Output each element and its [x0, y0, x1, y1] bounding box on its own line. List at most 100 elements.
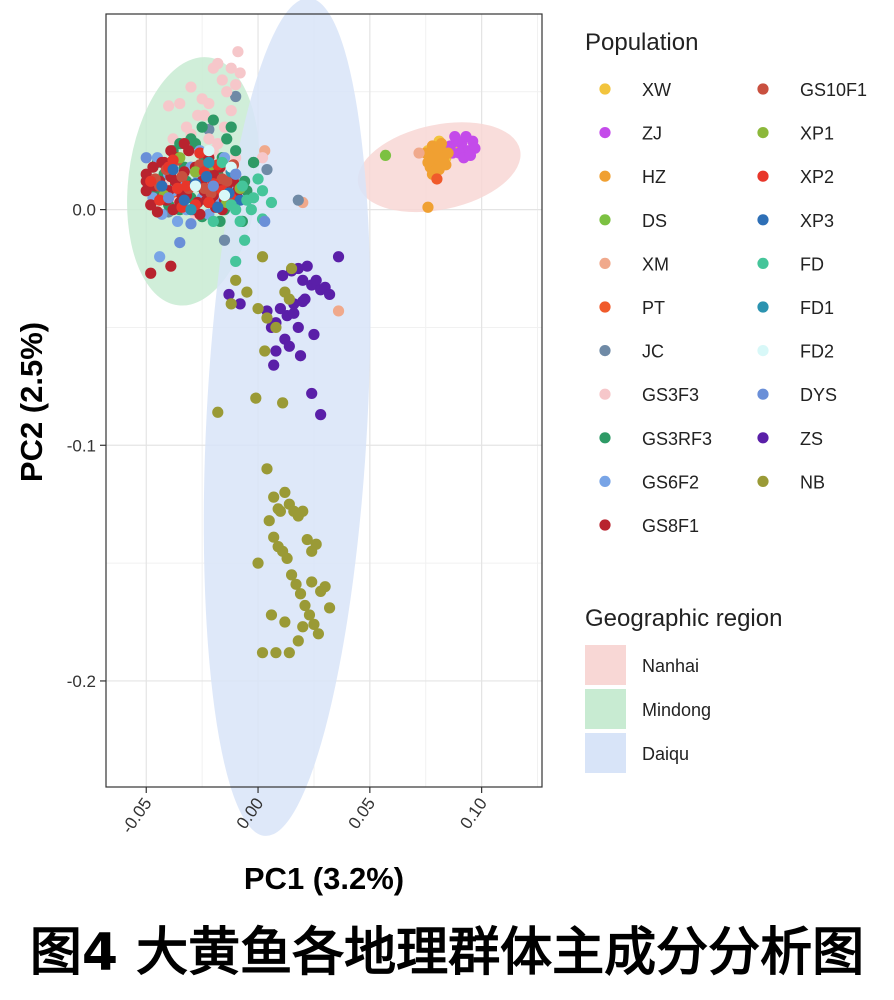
- legend-region-title: Geographic region: [585, 605, 782, 632]
- data-point-gs3f3: [185, 81, 197, 93]
- data-point-xp2: [203, 196, 215, 209]
- data-point-nb: [312, 628, 325, 640]
- data-point-gs8f1: [147, 161, 159, 173]
- plot-border: [105, 13, 543, 788]
- legend-label-xp3: XP3: [800, 211, 834, 231]
- x-tick-label: 0.05: [345, 794, 380, 832]
- data-point-nb: [265, 609, 278, 621]
- legend-key-gs10f1: [757, 83, 769, 95]
- data-point-dys: [185, 218, 197, 230]
- y-tick-label: 0.0: [72, 201, 96, 220]
- legend-key-xm: [599, 257, 611, 269]
- legend-key-nanhai: [585, 645, 626, 685]
- data-point-nb: [306, 576, 318, 588]
- data-point-nb: [279, 616, 291, 628]
- data-point-xm: [413, 147, 425, 159]
- data-point-nb: [261, 312, 273, 324]
- data-point-zs: [268, 359, 280, 371]
- data-point-gs3f3: [198, 109, 210, 121]
- data-point-gs10f1: [176, 171, 188, 183]
- data-point-nb: [241, 286, 253, 298]
- legend-key-pt: [599, 301, 611, 313]
- data-point-gs3f3: [216, 74, 228, 86]
- x-tick-label: -0.05: [118, 794, 156, 837]
- legend-label-xp1: XP1: [800, 124, 834, 144]
- data-point-xp2: [180, 180, 193, 192]
- data-point-zj: [460, 130, 472, 143]
- x-axis-ticks: -0.05 0.00 0.05 0.10: [118, 787, 491, 837]
- data-point-gs3f3: [225, 105, 237, 117]
- data-point-nb: [270, 647, 282, 659]
- data-point-fd2: [189, 180, 202, 192]
- data-point-gs8f1: [165, 145, 177, 157]
- data-point-nb: [263, 515, 275, 527]
- data-point-nb: [279, 486, 291, 499]
- data-point-nb: [310, 538, 322, 550]
- data-point-dys: [230, 168, 242, 180]
- y-tick-label: -0.1: [67, 436, 96, 455]
- legend-label-fd2: FD2: [800, 342, 834, 362]
- data-point-fd: [207, 215, 219, 227]
- data-point-gs8f1: [167, 204, 179, 216]
- data-point-jc: [261, 163, 273, 176]
- data-point-gs3f3: [221, 86, 233, 98]
- legend-key-mindong: [585, 689, 626, 729]
- data-point-fd: [230, 204, 242, 216]
- data-point-gs6f2: [171, 215, 184, 227]
- data-point-xp2: [167, 154, 179, 166]
- data-point-fd: [230, 255, 242, 268]
- data-point-fd2: [203, 145, 215, 157]
- data-point-fd1: [203, 156, 215, 169]
- data-point-xm: [332, 305, 345, 317]
- legend-key-nb: [757, 475, 769, 487]
- legend-label-xp2: XP2: [800, 167, 834, 187]
- data-point-pt: [431, 173, 443, 185]
- legend-key-xw: [599, 83, 611, 95]
- data-point-nb: [299, 599, 311, 612]
- legend-key-fd1: [757, 301, 769, 313]
- data-point-xp2: [154, 194, 166, 206]
- data-point-gs3f3: [212, 138, 224, 150]
- data-point-nb: [274, 505, 286, 517]
- data-point-nb: [268, 491, 280, 503]
- legend-key-gs3rf3: [599, 432, 611, 444]
- data-point-dys: [259, 215, 271, 227]
- data-point-fd2: [218, 189, 231, 202]
- data-point-fd: [252, 173, 264, 185]
- data-point-zs: [306, 387, 318, 400]
- data-point-nb: [252, 302, 264, 315]
- data-point-fd1: [185, 204, 197, 216]
- legend-label-nb: NB: [800, 472, 825, 492]
- data-point-nb: [250, 392, 262, 404]
- data-point-gs8f1: [194, 208, 206, 220]
- data-point-nb: [268, 531, 280, 543]
- data-point-gs3rf3: [196, 121, 208, 133]
- data-point-fd: [236, 180, 248, 192]
- data-point-gs3f3: [234, 67, 246, 79]
- legend-label-gs3f3: GS3F3: [642, 385, 699, 405]
- legend-label-pt: PT: [642, 298, 665, 318]
- data-point-zs: [315, 409, 327, 421]
- legend-key-fd: [757, 257, 769, 269]
- data-point-nb: [212, 406, 224, 418]
- data-point-zs: [234, 298, 246, 310]
- data-point-nb: [285, 262, 298, 275]
- data-point-zs: [297, 295, 309, 308]
- data-point-gs8f1: [178, 138, 190, 150]
- data-point-nb: [285, 569, 298, 581]
- legend-key-hz: [599, 170, 611, 182]
- data-point-nb: [261, 463, 273, 475]
- data-point-gs8f1: [151, 206, 164, 218]
- data-point-xp2: [145, 175, 157, 187]
- legend-label-daiqu: Daiqu: [642, 744, 689, 764]
- data-point-fd: [265, 196, 278, 209]
- data-point-xp2: [171, 182, 184, 194]
- data-point-nb: [290, 578, 302, 590]
- data-point-hz: [422, 201, 434, 213]
- legend-key-xp3: [757, 214, 769, 226]
- data-point-nb: [225, 298, 237, 310]
- legend-label-fd: FD: [800, 254, 824, 274]
- data-point-zs: [292, 321, 304, 334]
- data-point-xp3: [178, 194, 190, 206]
- data-point-nb: [256, 251, 269, 263]
